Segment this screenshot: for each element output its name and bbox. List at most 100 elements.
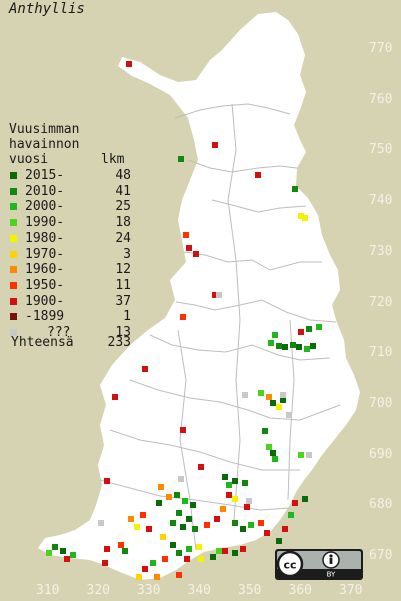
observation-square: [180, 427, 186, 433]
legend-label: 1990-: [25, 215, 65, 231]
legend-label: 1970-: [25, 246, 65, 262]
legend-row: 1900- 37: [9, 294, 131, 309]
observation-square: [222, 474, 228, 480]
observation-square: [156, 500, 162, 506]
grid-y-label: 720: [369, 294, 393, 310]
observation-square: [214, 516, 220, 522]
observation-square: [140, 512, 146, 518]
observation-square: [298, 329, 304, 335]
legend-swatch: [10, 203, 17, 211]
legend-total: Yhteensä 233: [11, 335, 131, 350]
grid-x-label: 340: [187, 583, 211, 598]
grid-x-label: 320: [86, 583, 110, 598]
observation-square: [186, 245, 192, 251]
legend-row: 1950- 11: [9, 278, 131, 293]
observation-square: [186, 516, 192, 522]
observation-square: [306, 452, 312, 458]
observation-square: [226, 482, 232, 488]
observation-square: [182, 498, 188, 504]
observation-square: [226, 492, 232, 498]
observation-square: [306, 326, 312, 332]
legend-swatch: [10, 313, 17, 321]
observation-square: [232, 478, 238, 484]
grid-x-label: 330: [137, 583, 161, 598]
observation-square: [162, 556, 168, 562]
observation-square: [166, 494, 172, 500]
observation-square: [186, 546, 192, 552]
legend-count: 18: [115, 215, 131, 231]
observation-square: [212, 292, 218, 298]
grid-x-label: 310: [36, 583, 60, 598]
observation-square: [258, 520, 264, 526]
observation-square: [192, 526, 198, 532]
observation-square: [272, 332, 278, 338]
observation-square: [282, 526, 288, 532]
observation-square: [232, 496, 238, 502]
legend-label: 2010-: [25, 183, 65, 199]
observation-square: [264, 530, 270, 536]
legend-swatch: [10, 219, 17, 227]
legend-swatch: [10, 266, 17, 274]
observation-square: [136, 574, 142, 580]
legend-count: 13: [115, 325, 131, 340]
license-badge: cc BY: [275, 549, 363, 580]
observation-square: [242, 480, 248, 486]
observation-square: [280, 392, 286, 398]
legend-count: 41: [115, 183, 131, 199]
observation-square: [176, 572, 182, 578]
grid-y-label: 760: [369, 91, 393, 107]
total-count: 233: [107, 335, 131, 350]
legend-label: -1899: [25, 309, 65, 325]
observation-square: [266, 394, 272, 400]
observation-square: [280, 397, 286, 403]
observation-square: [266, 444, 272, 450]
observation-square: [170, 542, 176, 548]
legend-swatch: [10, 297, 17, 305]
observation-square: [290, 342, 296, 348]
observation-square: [288, 512, 294, 518]
attribution-icon: [322, 551, 340, 569]
observation-square: [292, 186, 298, 192]
observation-square: [244, 504, 250, 510]
license-text: BY: [327, 571, 336, 579]
observation-square: [70, 552, 76, 558]
legend-count-heading: lkm: [101, 152, 125, 167]
observation-square: [170, 520, 176, 526]
legend-row: ??? 13: [9, 325, 131, 340]
legend-label: 1950-: [25, 277, 65, 293]
legend-row: 1970- 3: [9, 247, 131, 262]
province-borders: [99, 103, 341, 551]
observation-square: [193, 251, 199, 257]
observation-square: [154, 574, 160, 580]
observation-square: [255, 172, 261, 178]
observation-square: [142, 366, 148, 372]
legend-heading-line1: Vuusimman: [9, 122, 80, 137]
legend-row: 1960- 12: [9, 262, 131, 277]
legend-label: 2015-: [25, 168, 65, 183]
legend-row: 1980- 24: [9, 231, 131, 246]
observation-square: [248, 522, 254, 528]
observation-square: [98, 520, 104, 526]
legend-swatch: [10, 281, 17, 289]
observation-square: [104, 478, 110, 484]
legend-label: ???: [47, 325, 71, 340]
legend-label: 1900-: [25, 293, 65, 309]
observation-square: [286, 412, 292, 418]
observation-square: [128, 516, 134, 522]
observation-square: [240, 546, 246, 552]
observation-square: [198, 464, 204, 470]
observation-square: [158, 484, 164, 490]
legend-row: 2010- 41: [9, 184, 131, 199]
observation-square: [60, 548, 66, 554]
observation-square: [180, 524, 186, 530]
observation-square: [150, 560, 156, 566]
total-label: Yhteensä: [11, 335, 74, 350]
legend-label: 2000-: [25, 199, 65, 215]
observation-square: [216, 548, 222, 554]
grid-y-label: 690: [369, 446, 393, 462]
legend-swatch: [10, 329, 17, 336]
observation-square: [310, 343, 316, 349]
observation-square: [104, 546, 110, 552]
legend-heading-line3: vuosi: [9, 152, 49, 167]
observation-square: [64, 556, 70, 562]
